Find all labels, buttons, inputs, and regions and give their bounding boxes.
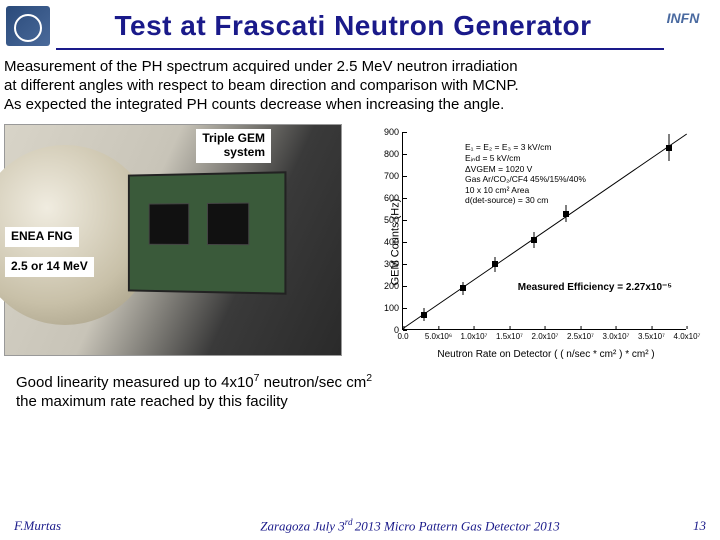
apparatus-photo: Triple GEM system ENEA FNG 2.5 or 14 MeV (4, 124, 342, 356)
chart-legend-line: 10 x 10 cm² Area (465, 185, 586, 196)
chart-xtick: 1.0x10⁷ (461, 329, 488, 341)
chart-data-point (421, 312, 427, 318)
slide-header: Test at Frascati Neutron Generator INFN (0, 0, 720, 48)
chart-legend-line: E₁ = E₂ = E₃ = 3 kV/cm (465, 142, 586, 153)
chart-ytick: 700 (384, 171, 403, 181)
chart-x-axis-label: Neutron Rate on Detector ( ( n/sec * cm²… (402, 349, 690, 360)
chart-legend: E₁ = E₂ = E₃ = 3 kV/cmEᵢₙd = 5 kV/cmΔVGE… (465, 142, 586, 206)
label-text: Triple GEM (202, 131, 265, 145)
chart-efficiency-label: Measured Efficiency = 2.27x10⁻⁵ (518, 282, 672, 293)
chart-xtick: 2.5x10⁷ (567, 329, 594, 341)
chart-data-point (460, 285, 466, 291)
photo-chip-icon (207, 203, 249, 246)
description-block: Measurement of the PH spectrum acquired … (0, 50, 720, 118)
chart-xtick: 3.0x10⁷ (603, 329, 630, 341)
slide-footer: F.Murtas Zaragoza July 3rd 2013 Micro Pa… (0, 517, 720, 534)
footer-venue-b: 2013 Micro Pattern Gas Detector 2013 (355, 518, 560, 533)
conclusion-line1a: Good linearity measured up to 4x10 (16, 374, 254, 391)
chart-xtick: 4.0x10⁷ (674, 329, 701, 341)
label-energy: 2.5 or 14 MeV (5, 257, 94, 277)
desc-line3: As expected the integrated PH counts dec… (4, 96, 504, 113)
chart-xtick: 5.0x10⁶ (425, 329, 452, 341)
footer-author: F.Murtas (14, 518, 154, 534)
conclusion-block: Good linearity measured up to 4x107 neut… (0, 360, 720, 412)
chart-data-point (563, 211, 569, 217)
linearity-chart: GEM Counts (Hz) E₁ = E₂ = E₃ = 3 kV/cmEᵢ… (348, 124, 700, 360)
chart-ytick: 600 (384, 193, 403, 203)
chart-xtick: 1.5x10⁷ (496, 329, 523, 341)
desc-line2: at different angles with respect to beam… (4, 77, 519, 94)
chart-data-point (531, 237, 537, 243)
chart-data-point (492, 261, 498, 267)
chart-xtick: 3.5x10⁷ (638, 329, 665, 341)
conclusion-line1b: neutron/sec cm (260, 374, 367, 391)
chart-ytick: 300 (384, 259, 403, 269)
chart-data-point (666, 145, 672, 151)
chart-ytick: 900 (384, 127, 403, 137)
label-triple-gem: Triple GEM system (196, 129, 271, 163)
chart-legend-line: Eᵢₙd = 5 kV/cm (465, 153, 586, 164)
footer-venue: Zaragoza July 3rd 2013 Micro Pattern Gas… (154, 517, 666, 534)
slide-title: Test at Frascati Neutron Generator (58, 10, 648, 42)
chart-ytick: 500 (384, 215, 403, 225)
cern-logo-icon (6, 6, 50, 46)
photo-board-shape (128, 172, 287, 295)
photo-chip-icon (149, 203, 190, 245)
infn-logo-icon: INFN (656, 9, 710, 43)
desc-line1: Measurement of the PH spectrum acquired … (4, 58, 518, 75)
chart-xtick: 2.0x10⁷ (532, 329, 559, 341)
chart-legend-line: Gas Ar/CO₂/CF4 45%/15%/40% (465, 174, 586, 185)
content-row: Triple GEM system ENEA FNG 2.5 or 14 MeV… (0, 118, 720, 360)
infn-logo-text: INFN (656, 11, 710, 26)
chart-xtick: 0.0 (397, 329, 408, 341)
footer-page-number: 13 (666, 518, 706, 534)
footer-venue-a: Zaragoza July 3 (260, 518, 345, 533)
chart-legend-line: ΔVGEM = 1020 V (465, 164, 586, 175)
chart-legend-line: d(det-source) = 30 cm (465, 195, 586, 206)
chart-ytick: 200 (384, 281, 403, 291)
label-text: system (224, 145, 265, 159)
chart-plot-area: E₁ = E₂ = E₃ = 3 kV/cmEᵢₙd = 5 kV/cmΔVGE… (402, 132, 686, 330)
conclusion-line2: the maximum rate reached by this facilit… (16, 393, 288, 410)
chart-ytick: 400 (384, 237, 403, 247)
chart-ytick: 100 (384, 303, 403, 313)
label-enea-fng: ENEA FNG (5, 227, 79, 247)
chart-ytick: 800 (384, 149, 403, 159)
exp: 2 (366, 372, 372, 384)
footer-venue-sup: rd (345, 517, 355, 527)
